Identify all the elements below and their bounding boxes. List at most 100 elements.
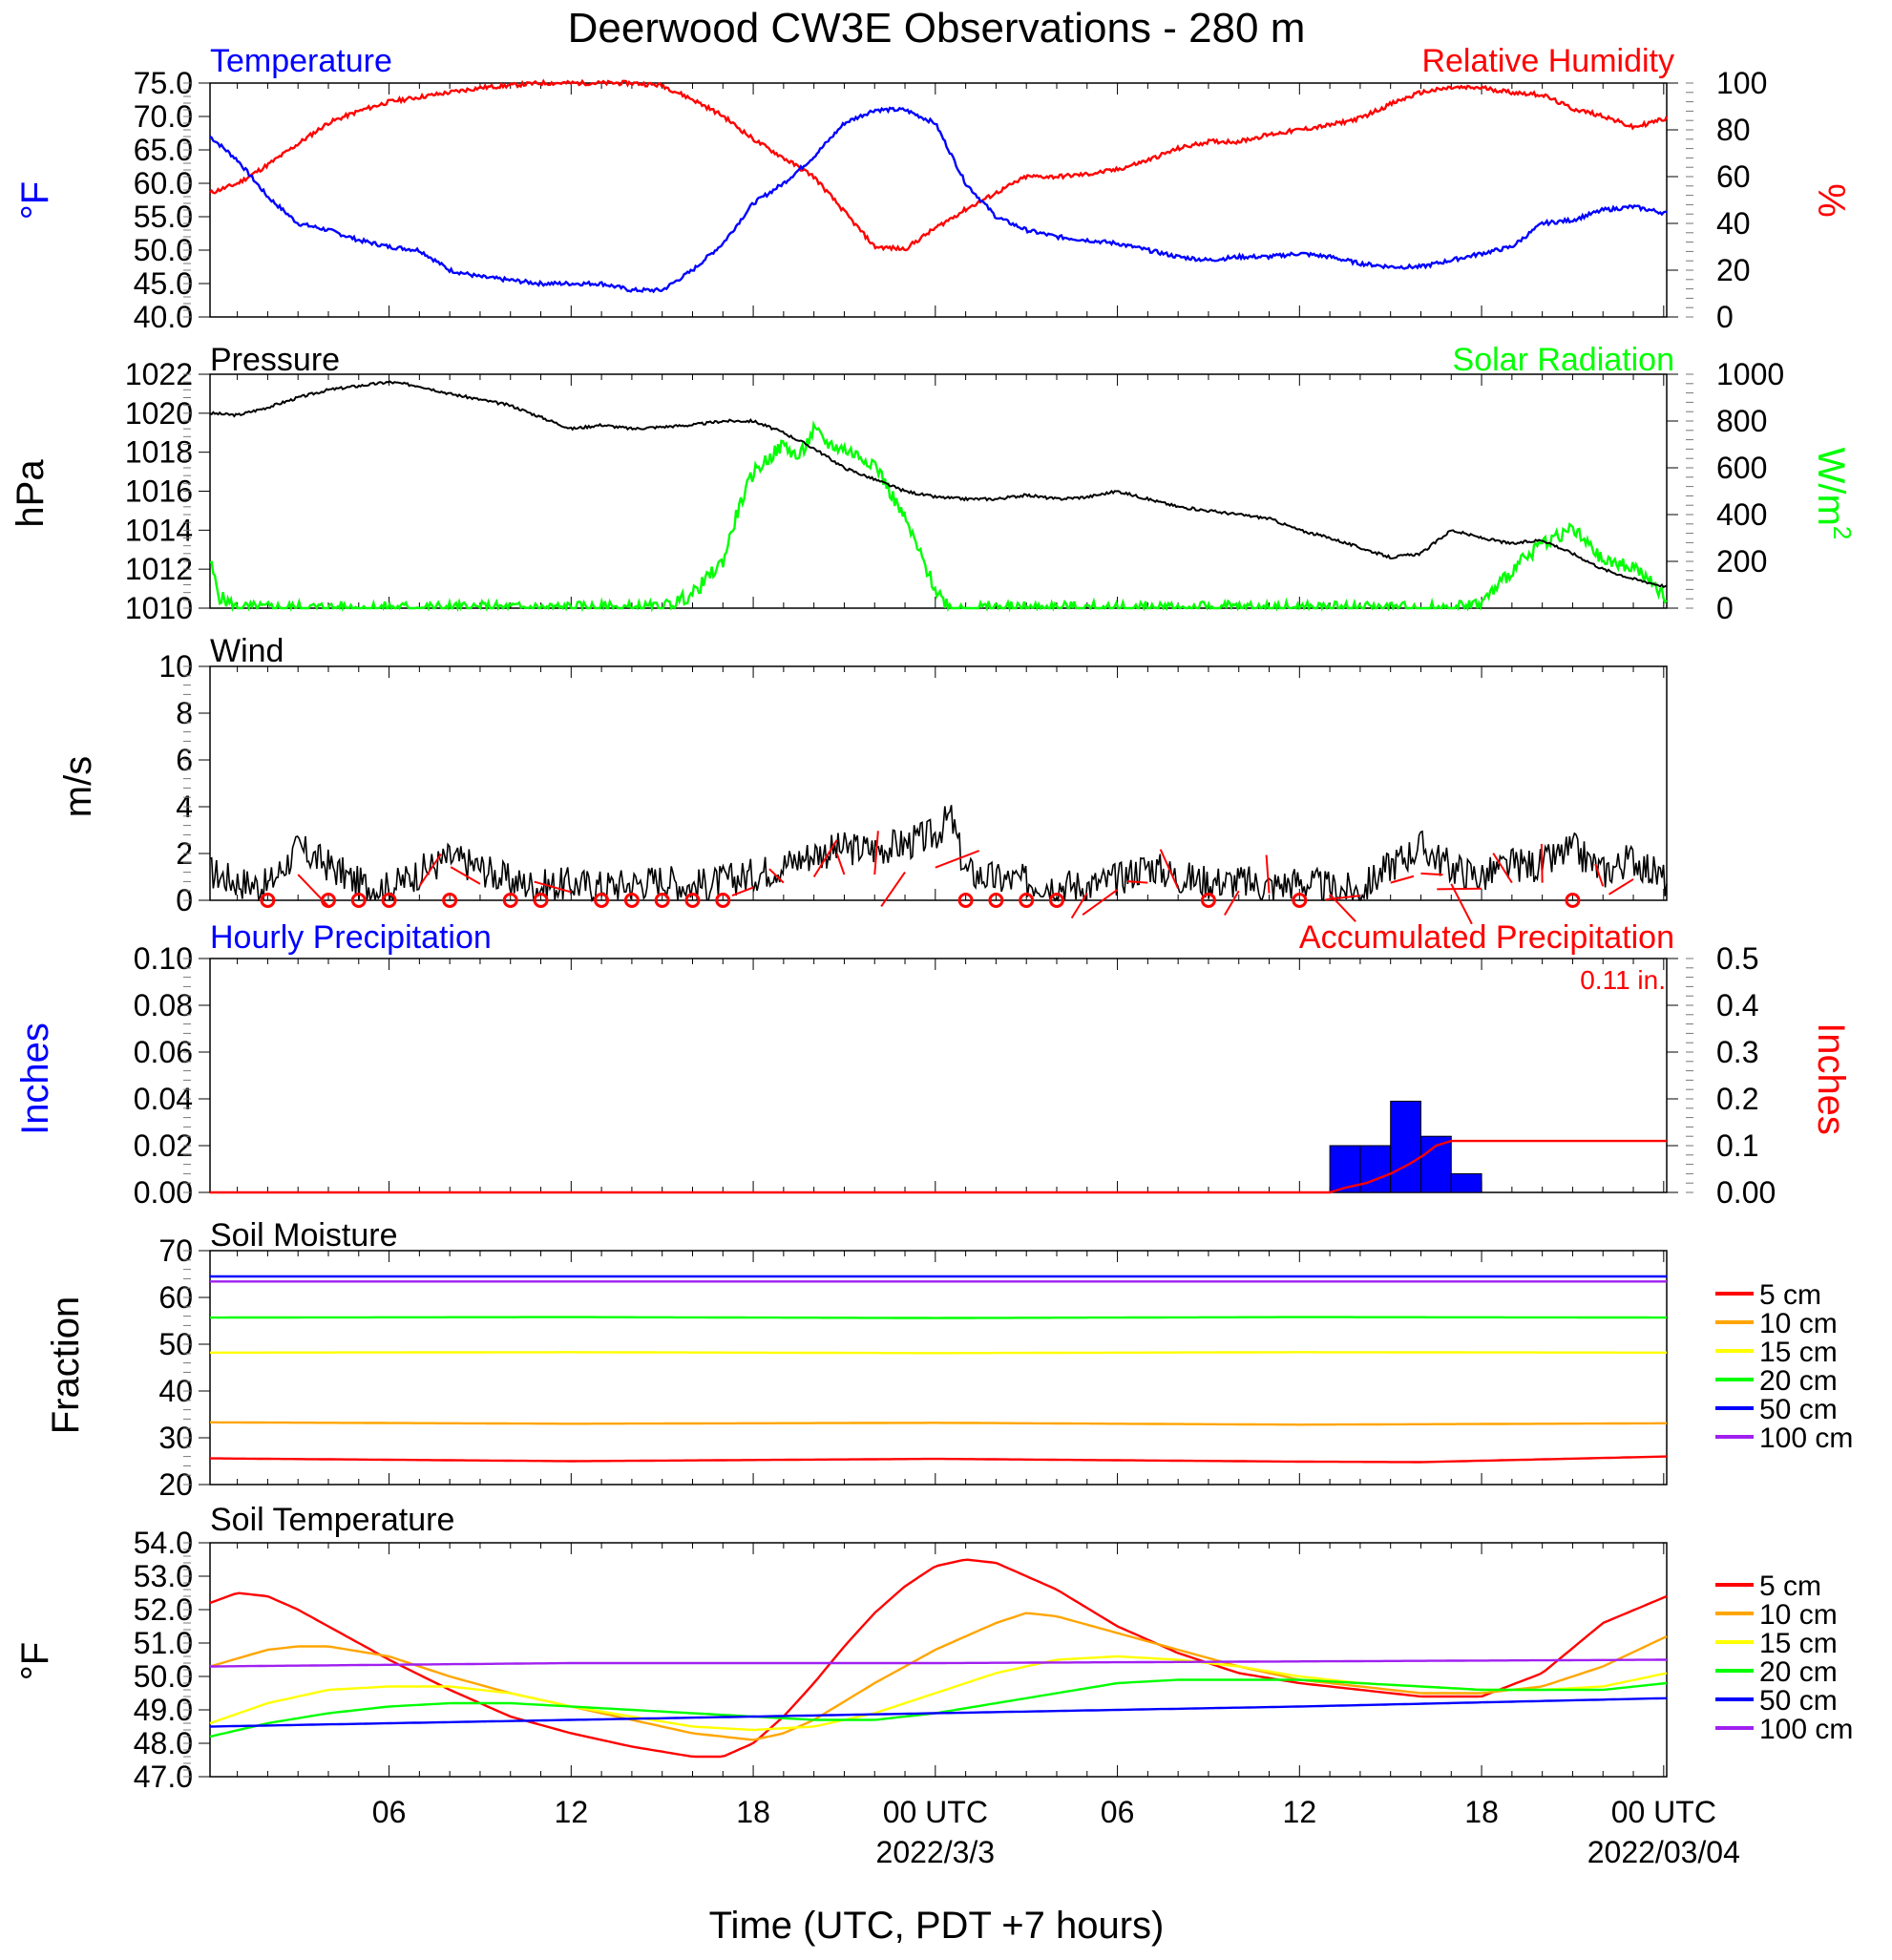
precipitation-panel: Hourly Precipitation Accumulated Precipi…: [14, 919, 1852, 1135]
y-tick-label: 45.0: [134, 266, 193, 301]
wind-direction-barb: [1224, 890, 1240, 916]
y-tick-label: 0.5: [1716, 941, 1758, 976]
legend-label: 10 cm: [1759, 1308, 1838, 1339]
humidity-title: Relative Humidity: [1421, 43, 1674, 79]
calm-wind-marker: [442, 893, 458, 908]
y-tick-label: 0.10: [134, 941, 193, 976]
calm-wind-marker: [381, 893, 397, 908]
legend-label: 20 cm: [1759, 1365, 1838, 1397]
calm-wind-marker: [684, 893, 701, 908]
wind-panel: Wind m/s: [57, 633, 284, 817]
wind-direction-barb: [731, 886, 754, 896]
soil-temperature-axis-label: °F: [14, 1642, 56, 1680]
y-tick-label: 800: [1716, 404, 1767, 438]
wind-direction-barb: [297, 874, 331, 909]
accumulated-precip-title: Accumulated Precipitation: [1299, 919, 1674, 956]
accumulated-precip-line: [210, 1139, 1667, 1194]
y-tick-label: 80: [1716, 113, 1751, 147]
plot-border: [209, 665, 1668, 901]
y-tick-label: 60.0: [134, 166, 193, 200]
x-tick-label: 12: [555, 1795, 589, 1829]
y-tick-label: 0.00: [134, 1175, 193, 1210]
y-tick-label: 52.0: [134, 1592, 193, 1627]
soil-temperature-line: [209, 1612, 1668, 1741]
temperature-title: Temperature: [210, 43, 392, 79]
x-tick-label: 00 UTC: [1611, 1795, 1716, 1829]
calm-wind-marker: [533, 893, 549, 908]
y-tick-label: 0.4: [1716, 988, 1758, 1022]
y-tick-label: 54.0: [134, 1526, 193, 1560]
wind-title: Wind: [210, 633, 284, 669]
y-tick-label: 55.0: [134, 200, 193, 234]
solar-axis-label: W/m2: [1810, 448, 1857, 540]
y-tick-label: 75.0: [134, 66, 193, 100]
y-tick-label: 400: [1716, 497, 1767, 532]
panel-frame: 0.00 0.02 0.04 0.06 0.08 0.10 0.00 0.1 0.2 0.3 0.4…: [134, 941, 1776, 1210]
legend-label: 5 cm: [1759, 1570, 1821, 1602]
y-tick-label: 1016: [125, 474, 193, 509]
calm-wind-marker: [1565, 893, 1581, 908]
x-axis-label: Time (UTC, PDT +7 hours): [709, 1905, 1165, 1947]
y-tick-label: 1020: [125, 396, 193, 431]
soil-temperature-line: [209, 1697, 1668, 1728]
wind-direction-barb: [1420, 872, 1443, 876]
wind-direction-barb: [873, 831, 879, 875]
legend-label: 50 cm: [1759, 1394, 1838, 1425]
legend-label: 50 cm: [1759, 1685, 1838, 1717]
y-tick-label: 0: [1716, 591, 1734, 625]
accumulated-precip-axis-label: Inches: [1810, 1022, 1852, 1135]
plot-border: [209, 373, 1668, 609]
pressure-solar-panel: Pressure Solar Radiation hPa W/m2: [10, 342, 1857, 539]
solar-title: Solar Radiation: [1453, 342, 1674, 378]
wind-direction-barb: [1594, 863, 1605, 887]
solar-radiation-line: [209, 420, 1668, 613]
wind-direction-barb: [1540, 843, 1544, 883]
calm-wind-marker: [350, 893, 367, 908]
soil-temperature-panel: Soil Temperature °F: [14, 1502, 454, 1680]
hourly-precip-title: Hourly Precipitation: [210, 919, 492, 956]
legend-label: 15 cm: [1759, 1628, 1838, 1659]
temperature-line: [209, 106, 1667, 294]
wind-direction-barb: [880, 872, 906, 908]
wind-direction-barb: [1390, 875, 1415, 884]
legend-label: 15 cm: [1759, 1337, 1838, 1368]
wind-direction-barb: [1082, 889, 1119, 917]
y-tick-label: 0.3: [1716, 1035, 1758, 1069]
hourly-precip-bar: [1390, 1100, 1421, 1193]
y-tick-label: 100: [1716, 66, 1767, 100]
soil-moisture-line: [210, 1316, 1667, 1319]
precip-total-label: 0.11 in.: [1580, 965, 1666, 995]
y-tick-label: 0: [1716, 300, 1734, 334]
y-tick-label: 40: [1716, 206, 1751, 241]
y-tick-label: 0.02: [134, 1128, 193, 1163]
wind-speed-line: [209, 805, 1668, 903]
temperature-humidity-panel: Temperature Relative Humidity °F %: [14, 43, 1852, 220]
y-tick-label: 50.0: [134, 233, 193, 267]
y-tick-label: 0.06: [134, 1035, 193, 1069]
wind-direction-barb: [1325, 895, 1361, 901]
x-tick-label: 18: [1464, 1795, 1499, 1829]
calm-wind-marker: [260, 893, 276, 908]
wind-direction-barb: [812, 839, 838, 878]
y-tick-label: 47.0: [134, 1760, 193, 1794]
x-tick-label: 06: [372, 1795, 407, 1829]
y-tick-label: 53.0: [134, 1559, 193, 1593]
y-tick-label: 49.0: [134, 1693, 193, 1727]
wind-direction-barb: [418, 854, 442, 887]
hourly-precip-bar: [1359, 1145, 1392, 1193]
plot-border: [209, 1250, 1668, 1486]
y-tick-label: 0.04: [134, 1082, 193, 1116]
y-tick-label: 1012: [125, 552, 193, 586]
wind-direction-barb: [768, 868, 785, 884]
soil-temperature-line: [209, 1678, 1668, 1739]
pressure-line: [209, 380, 1668, 589]
y-tick-label: 0.00: [1716, 1175, 1776, 1210]
temperature-axis-label: °F: [14, 181, 56, 220]
wind-direction-barb: [835, 853, 846, 875]
y-tick-label: 200: [1716, 544, 1767, 579]
wind-direction-barb: [1265, 854, 1271, 894]
y-tick-label: 20: [1716, 253, 1751, 287]
